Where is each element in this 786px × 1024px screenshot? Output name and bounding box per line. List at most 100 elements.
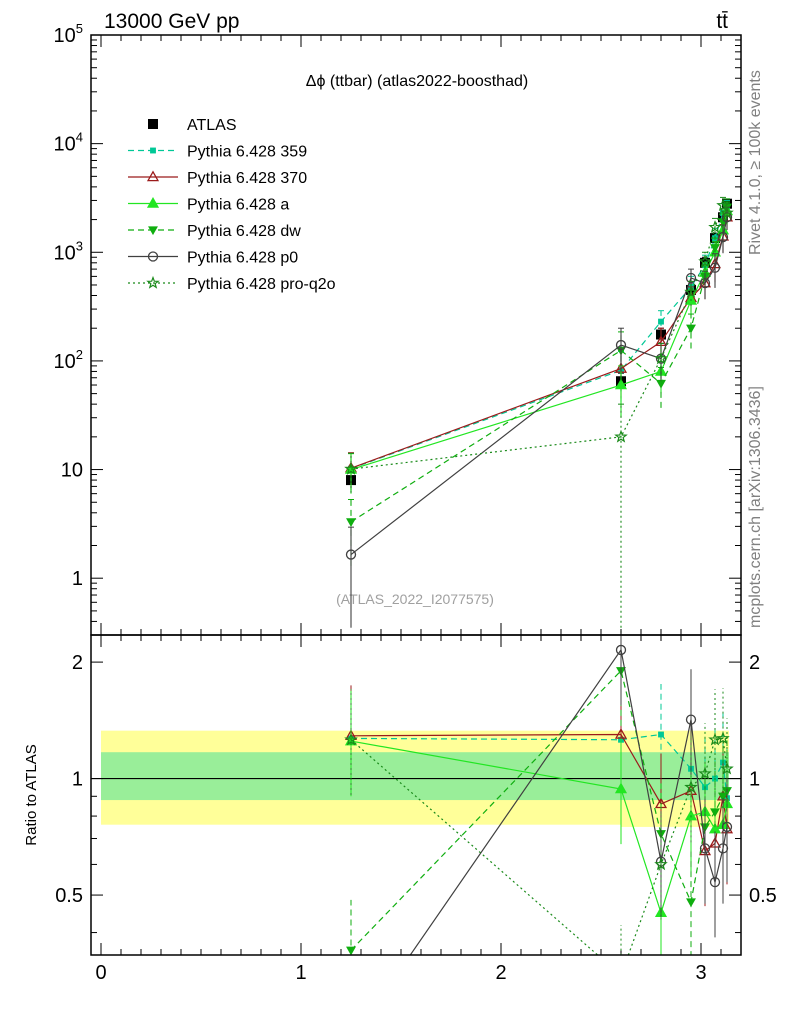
ratio-line-pythia-6-428-370: [350, 733, 728, 853]
ratio-point-pythia-6-428-p0: [699, 843, 711, 854]
legend-item-atlas: ATLAS: [148, 117, 237, 134]
data-point-pythia-6-428-pro-q2o: [708, 220, 722, 234]
ratio-y-tick-label: 1: [72, 769, 83, 791]
ratio-ylabel: Ratio to ATLAS: [23, 744, 40, 845]
main-plot: 1 10 102 103 104 105: [54, 21, 742, 955]
ratio-point-pythia-6-428-p0: [685, 714, 697, 725]
series-pythia-6-428-p0: [345, 206, 733, 628]
data-point-pythia-6-428-pro-q2o: [716, 198, 730, 212]
legend-marker-pythia-6-428-359: [150, 147, 156, 154]
y-tick-label: 102: [54, 347, 83, 373]
x-tick-label: 0: [95, 962, 106, 984]
data-point-pythia-6-428-pro-q2o: [684, 284, 698, 298]
legend-marker-pythia-6-428-p0: [147, 251, 159, 262]
legend-item-pythia-6-428-pro-q2o: Pythia 6.428 pro-q2o: [128, 275, 336, 293]
y-tick-label: 10: [61, 460, 83, 482]
legend-label-pythia-6-428-pro-q2o: Pythia 6.428 pro-q2o: [187, 276, 336, 293]
ratio-point-pythia-6-428-dw: [710, 808, 720, 818]
x-tick-label: 1: [295, 962, 306, 984]
legend-label-pythia-6-428-359: Pythia 6.428 359: [187, 144, 307, 161]
data-point-pythia-6-428-dw: [656, 379, 666, 389]
ratio-point-pythia-6-428-pro-q2o: [684, 780, 698, 793]
analysis-watermark: (ATLAS_2022_I2077575): [336, 591, 494, 607]
ratio-point-pythia-6-428-pro-q2o: [654, 857, 668, 871]
ratio-point-pythia-6-428-pro-q2o: [344, 732, 358, 746]
ratio-point-pythia-6-428-pro-q2o: [716, 731, 730, 745]
legend-item-pythia-6-428-370: Pythia 6.428 370: [128, 170, 307, 187]
x-tick-label: 2: [495, 962, 506, 984]
legend-label-pythia-6-428-dw: Pythia 6.428 dw: [187, 223, 301, 240]
ratio-plot: 0.5 0.5 1 1 2 2 0 1 2 3: [55, 634, 777, 984]
y-tick-label: 1: [72, 568, 83, 590]
ratio-band-inner: [621, 752, 729, 801]
ratio-y-tick-label-right: 1: [749, 769, 760, 791]
data-point-pythia-6-428-p0: [345, 549, 357, 560]
ratio-point-pythia-6-428-370: [614, 727, 628, 739]
legend-label-pythia-6-428-370: Pythia 6.428 370: [187, 170, 307, 187]
series-line-pythia-6-428-p0: [350, 217, 728, 556]
legend-marker-pythia-6-428-370: [146, 170, 160, 182]
legend-marker-pythia-6-428-dw: [148, 226, 158, 236]
data-point-pythia-6-428-pro-q2o: [720, 205, 734, 219]
data-point-pythia-6-428-pro-q2o: [344, 461, 358, 475]
y-tick-label: 104: [54, 130, 83, 156]
data-point-pythia-6-428-p0: [615, 339, 627, 351]
series-line-pythia-6-428-370: [350, 217, 728, 469]
series-line-pythia-6-428-pro-q2o: [350, 203, 728, 470]
ratio-band-inner: [101, 752, 621, 801]
series-line-pythia-6-428-a: [350, 210, 728, 471]
series-pythia-6-428-370: [344, 206, 734, 492]
energy-label: 13000 GeV pp: [104, 10, 239, 33]
legend-item-pythia-6-428-dw: Pythia 6.428 dw: [128, 223, 301, 240]
ratio-series-pythia-6-428-pro-q2o: [344, 687, 734, 955]
series-pythia-6-428-dw: [346, 198, 732, 566]
data-point-pythia-6-428-p0: [685, 272, 697, 284]
data-point-pythia-6-428-pro-q2o: [698, 254, 712, 268]
data-point-pythia-6-428-pro-q2o: [654, 351, 668, 365]
ratio-point-pythia-6-428-359: [658, 731, 664, 738]
data-point-pythia-6-428-p0: [709, 262, 721, 273]
ratio-line-pythia-6-428-pro-q2o: [350, 737, 728, 955]
y-tick-label: 103: [54, 238, 83, 264]
legend-item-pythia-6-428-a: Pythia 6.428 a: [128, 197, 289, 214]
ratio-point-pythia-6-428-p0: [615, 644, 627, 656]
series-pythia-6-428-a: [344, 201, 734, 494]
ratio-point-pythia-6-428-pro-q2o: [698, 766, 712, 780]
ratio-frame: [90, 634, 742, 956]
legend-item-pythia-6-428-p0: Pythia 6.428 p0: [128, 250, 298, 267]
legend-label-atlas: ATLAS: [187, 117, 237, 134]
ratio-point-pythia-6-428-dw: [686, 898, 696, 908]
ratio-point-pythia-6-428-pro-q2o: [720, 761, 734, 775]
ratio-y-tick-label-right: 0.5: [749, 885, 777, 907]
rivet-label: Rivet 4.1.0, ≥ 100k events: [747, 70, 764, 255]
data-point-pythia-6-428-dw: [686, 324, 696, 334]
data-point-pythia-6-428-p0: [699, 277, 711, 289]
legend-label-pythia-6-428-p0: Pythia 6.428 p0: [187, 250, 298, 267]
ratio-y-tick-label: 0.5: [55, 885, 83, 907]
data-point-pythia-6-428-dw: [346, 518, 356, 528]
series-line-pythia-6-428-dw: [350, 207, 728, 523]
ratio-point-pythia-6-428-p0: [709, 876, 721, 888]
series-line-pythia-6-428-359: [350, 208, 728, 470]
legend-marker-pythia-6-428-pro-q2o: [146, 275, 160, 289]
ratio-point-pythia-6-428-p0: [717, 843, 729, 854]
legend-item-pythia-6-428-359: Pythia 6.428 359: [128, 144, 307, 161]
ratio-point-pythia-6-428-a: [684, 809, 698, 821]
legend-label-pythia-6-428-a: Pythia 6.428 a: [187, 197, 289, 214]
ratio-y-tick-label-right: 2: [749, 652, 760, 674]
process-label: tt̄: [716, 10, 728, 33]
data-point-pythia-6-428-dw: [718, 218, 728, 228]
ratio-line-pythia-6-428-p0: [409, 648, 728, 955]
ratio-y-tick-label: 2: [72, 652, 83, 674]
ratio-point-pythia-6-428-a: [614, 782, 628, 794]
series-atlas: [346, 198, 732, 490]
series-pythia-6-428-pro-q2o: [344, 196, 734, 635]
data-point-pythia-6-428-dw: [710, 244, 720, 253]
data-point-pythia-6-428-359: [658, 318, 664, 325]
x-tick-label: 3: [695, 962, 706, 984]
main-title: Δϕ (ttbar) (atlas2022-boosthad): [306, 73, 528, 90]
mcplots-label: mcplots.cern.ch [arXiv:1306.3436]: [747, 386, 764, 628]
ratio-point-pythia-6-428-dw: [718, 792, 728, 802]
legend: ATLAS Pythia 6.428 359 Pythia 6.428 370 Pyt…: [128, 117, 336, 293]
